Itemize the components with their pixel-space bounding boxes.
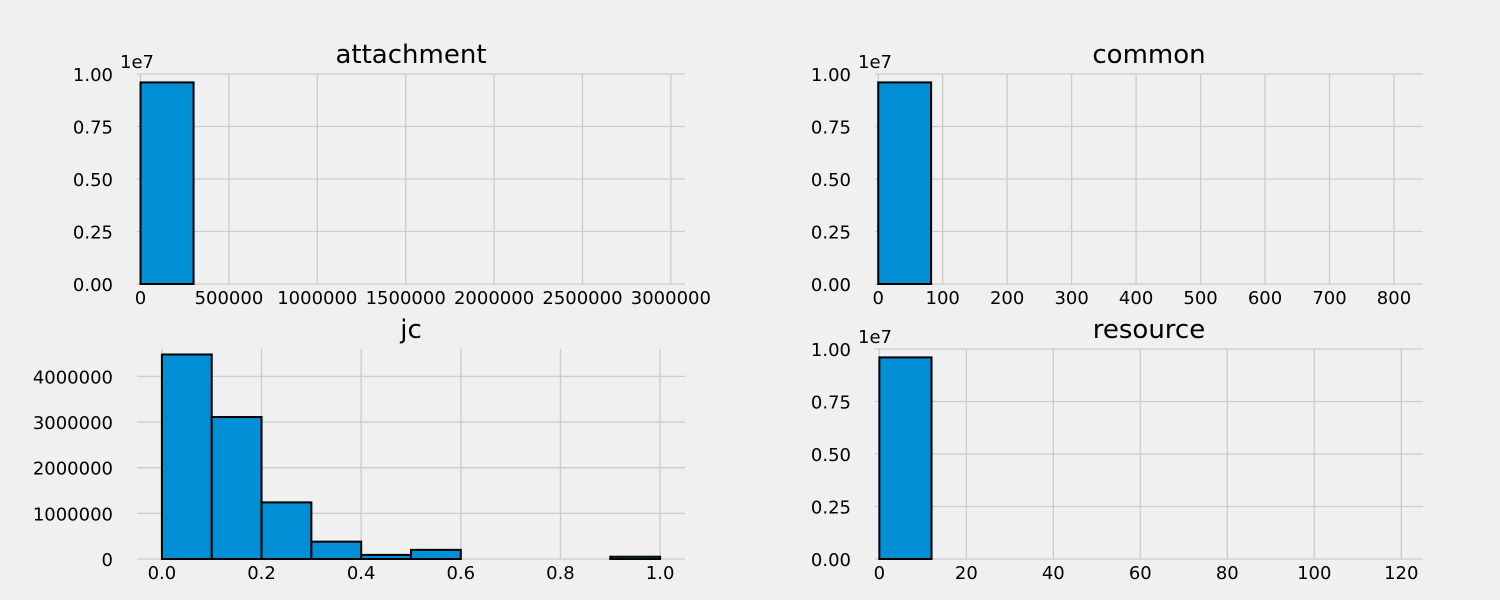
x-tick-label: 0 bbox=[874, 563, 885, 584]
x-tick-label: 40 bbox=[1042, 563, 1065, 584]
y-tick-label: 1.00 bbox=[811, 340, 851, 361]
x-tick-label: 1500000 bbox=[366, 288, 446, 309]
x-tick-label: 700 bbox=[1312, 288, 1346, 309]
x-tick-label: 500 bbox=[1183, 288, 1217, 309]
y-tick-label: 0.50 bbox=[811, 445, 851, 466]
y-tick-label: 0.75 bbox=[811, 118, 851, 139]
y-tick-label: 0.75 bbox=[73, 118, 113, 139]
x-tick-label: 100 bbox=[926, 288, 960, 309]
x-tick-label: 800 bbox=[1377, 288, 1411, 309]
x-tick-label: 20 bbox=[955, 563, 978, 584]
subplot-title: resource bbox=[1093, 315, 1205, 345]
y-tick-label: 4000000 bbox=[33, 367, 113, 388]
histogram-bar bbox=[160, 353, 213, 561]
y-tick-label: 0 bbox=[102, 550, 113, 571]
histogram-bar bbox=[360, 553, 413, 560]
y-tick-label: 0.00 bbox=[73, 275, 113, 296]
subplot-resource: 0 20 40 60 80 100 120 0.00 0.25 0.50 0.75 1.00 1e7 re… bbox=[811, 315, 1423, 584]
y-tick-label: 0.25 bbox=[811, 223, 851, 244]
x-tick-label: 0.0 bbox=[148, 563, 177, 584]
x-tick-label: 0.2 bbox=[247, 563, 276, 584]
axis-offset-label: 1e7 bbox=[120, 52, 154, 73]
x-tick-label: 1.0 bbox=[646, 563, 675, 584]
x-tick-label: 400 bbox=[1119, 288, 1153, 309]
histogram-bar bbox=[139, 81, 195, 286]
x-tick-label: 0 bbox=[872, 288, 883, 309]
subplot-common: 0 100 200 300 400 500 600 700 800 0.00 0.25 0.50 0.7… bbox=[811, 40, 1423, 309]
y-tick-label: 0.00 bbox=[811, 550, 851, 571]
histogram-bar bbox=[210, 416, 263, 560]
x-tick-label: 0.8 bbox=[546, 563, 575, 584]
x-tick-label: 0.6 bbox=[446, 563, 475, 584]
x-tick-label: 80 bbox=[1216, 563, 1239, 584]
axis-offset-label: 1e7 bbox=[858, 52, 892, 73]
subplot-title: attachment bbox=[335, 40, 486, 70]
histogram-bar bbox=[878, 356, 933, 560]
x-tick-label: 1000000 bbox=[277, 288, 357, 309]
y-tick-label: 3000000 bbox=[33, 413, 113, 434]
y-tick-label: 1.00 bbox=[811, 65, 851, 86]
y-tick-label: 0.50 bbox=[73, 170, 113, 191]
subplot-jc: 0.0 0.2 0.4 0.6 0.8 1.0 0 1000000 2000000 3000000… bbox=[33, 315, 685, 584]
x-tick-label: 100 bbox=[1297, 563, 1331, 584]
x-tick-label: 2000000 bbox=[454, 288, 534, 309]
y-tick-label: 0.25 bbox=[811, 498, 851, 519]
y-tick-label: 1000000 bbox=[33, 504, 113, 525]
x-tick-label: 500000 bbox=[195, 288, 264, 309]
y-tick-label: 1.00 bbox=[73, 65, 113, 86]
histogram-bar bbox=[410, 548, 462, 561]
x-tick-label: 300 bbox=[1054, 288, 1088, 309]
x-tick-label: 0 bbox=[135, 288, 146, 309]
axis-offset-label: 1e7 bbox=[858, 327, 892, 348]
histogram-bar bbox=[310, 540, 363, 560]
histogram-bar bbox=[877, 81, 933, 286]
y-tick-label: 2000000 bbox=[33, 459, 113, 480]
x-tick-label: 200 bbox=[990, 288, 1024, 309]
subplot-title: jc bbox=[399, 315, 422, 345]
y-tick-label: 0.25 bbox=[73, 223, 113, 244]
x-tick-label: 2500000 bbox=[542, 288, 622, 309]
x-tick-label: 3000000 bbox=[631, 288, 711, 309]
y-tick-label: 0.50 bbox=[811, 170, 851, 191]
x-tick-label: 600 bbox=[1248, 288, 1282, 309]
subplot-title: common bbox=[1092, 40, 1205, 70]
subplot-attachment: 0 500000 1000000 1500000 2000000 2500000 30000… bbox=[73, 40, 711, 309]
x-tick-label: 60 bbox=[1129, 563, 1152, 584]
x-tick-label: 120 bbox=[1384, 563, 1418, 584]
y-tick-label: 0.75 bbox=[811, 393, 851, 414]
histogram-bar bbox=[609, 555, 662, 561]
y-tick-label: 0.00 bbox=[811, 275, 851, 296]
histogram-bar bbox=[260, 501, 313, 560]
x-tick-label: 0.4 bbox=[347, 563, 376, 584]
